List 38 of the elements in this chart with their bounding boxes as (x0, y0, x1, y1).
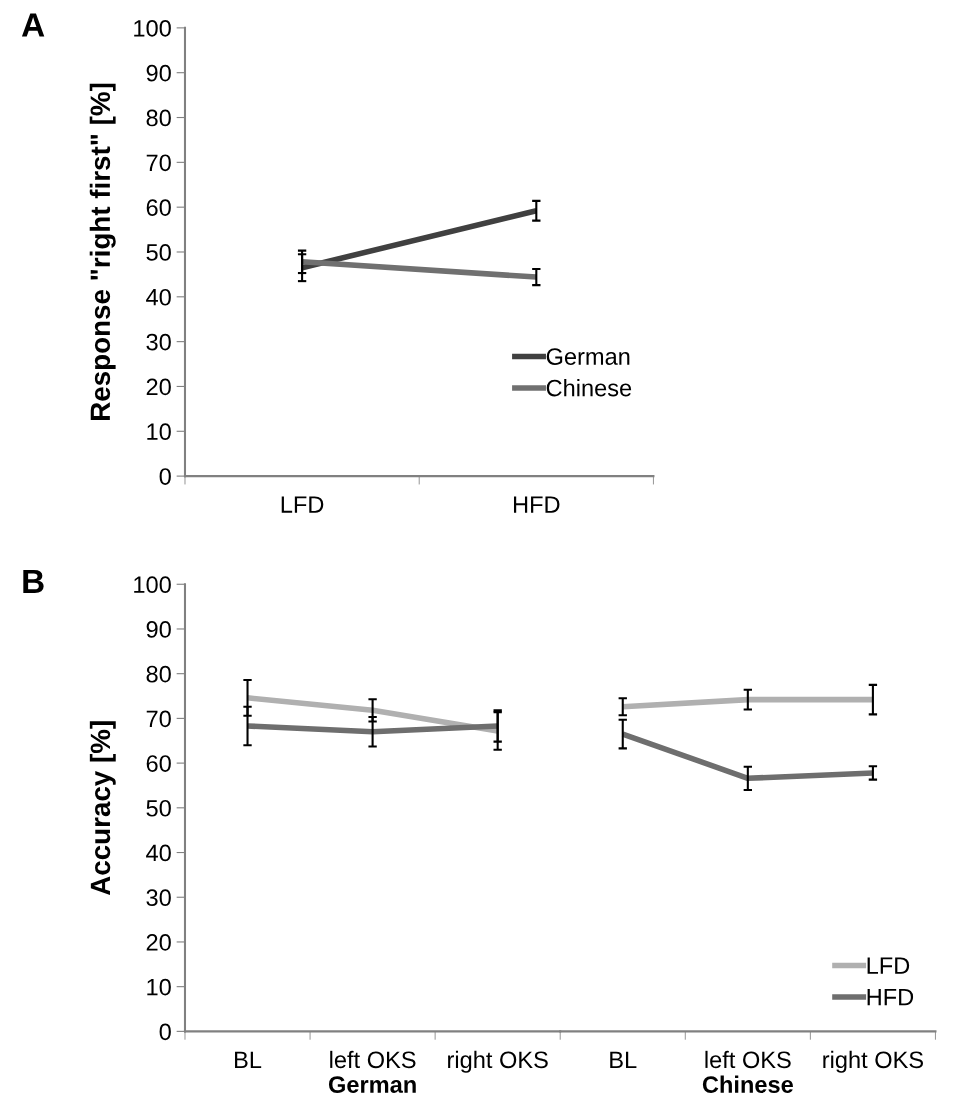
y-axis-title: Response "right first" [%] (89, 83, 116, 420)
chart-title: B (23, 569, 44, 593)
y-tick-label: 0 (159, 468, 171, 485)
y-tick-label: 20 (146, 378, 171, 396)
y-tick-label: 0 (159, 1023, 171, 1041)
y-tick-label: 30 (146, 333, 171, 351)
x-tick-label: BL (235, 1051, 262, 1068)
y-tick-label: 50 (146, 799, 171, 817)
x-axis-title: German (328, 1076, 416, 1093)
x-tick-label: right OKS (448, 1050, 548, 1073)
x-tick-label: left OKS (705, 1050, 791, 1069)
y-tick-label: 30 (146, 889, 171, 907)
y-tick-label: 70 (146, 710, 171, 728)
legend-label: German (546, 348, 630, 365)
legend-label: Chinese (546, 379, 632, 397)
x-tick-label: left OKS (330, 1050, 416, 1069)
y-tick-label: 40 (146, 844, 171, 862)
y-tick-label: 10 (147, 423, 171, 441)
y-tick-label: 90 (146, 64, 171, 82)
x-axis-title: Chinese (702, 1075, 793, 1093)
y-tick-label: 80 (146, 665, 171, 683)
y-tick-label: 60 (146, 199, 171, 216)
y-tick-label: 80 (146, 109, 171, 127)
y-tick-label: 60 (146, 755, 171, 772)
y-tick-label: 40 (146, 288, 171, 306)
y-tick-label: 90 (146, 621, 171, 638)
chart-title: A (21, 13, 45, 37)
x-tick-label: BL (610, 1051, 637, 1068)
y-tick-label: 20 (146, 934, 171, 951)
y-tick-label: 70 (146, 154, 171, 172)
legend-label: LFD (867, 957, 910, 974)
y-tick-label: 100 (134, 576, 171, 594)
y-tick-label: 100 (134, 19, 171, 37)
y-tick-label: 50 (146, 244, 171, 261)
x-tick-label: right OKS (823, 1050, 923, 1073)
y-tick-label: 10 (147, 978, 171, 996)
y-axis-title: Accuracy [%] (89, 721, 116, 896)
legend-label: HFD (867, 988, 914, 1006)
